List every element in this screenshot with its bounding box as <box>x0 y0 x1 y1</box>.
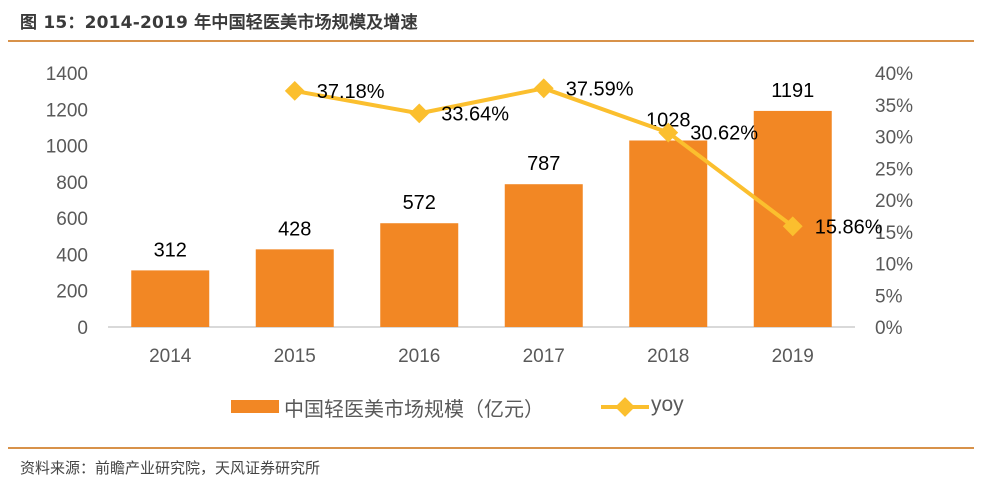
title-divider <box>8 40 974 42</box>
yoy-marker <box>284 81 305 101</box>
bar <box>629 140 708 327</box>
bar <box>131 270 210 327</box>
yoy-data-label: 15.86% <box>815 216 883 238</box>
footer-divider <box>8 447 974 449</box>
yoy-marker <box>409 103 430 124</box>
right-axis-tick-label: 35% <box>875 96 913 117</box>
right-axis-tick-label: 10% <box>875 255 913 276</box>
bar-data-labels: 312 428 572 787 1028 1191 <box>154 80 815 261</box>
bar <box>255 249 334 327</box>
left-axis-tick-label: 400 <box>56 245 88 266</box>
bar-series <box>131 110 832 327</box>
bar-data-label: 312 <box>154 239 187 261</box>
legend-bar-label: 中国轻医美市场规模（亿元） <box>284 397 544 421</box>
right-axis-tick-label: 40% <box>875 64 913 85</box>
left-axis-tick-label: 200 <box>56 282 88 303</box>
left-axis-tick-label: 0 <box>77 318 88 339</box>
x-axis-tick-label: 2018 <box>647 346 689 367</box>
line-data-labels: 37.18% 33.64% 37.59% 30.62% 15.86% <box>317 78 883 238</box>
yoy-data-label: 33.64% <box>441 103 509 125</box>
right-axis-tick-label: 0% <box>875 318 903 339</box>
chart-title: 图 15：2014-2019 年中国轻医美市场规模及增速 <box>20 13 418 33</box>
left-axis-ticks: 0 200 400 600 800 1000 1200 1400 <box>46 64 88 339</box>
bar-data-label: 787 <box>527 153 560 175</box>
left-axis-tick-label: 800 <box>56 173 88 194</box>
x-axis-tick-label: 2019 <box>772 346 814 367</box>
bar <box>380 223 459 327</box>
bar <box>504 184 583 327</box>
left-axis-tick-label: 1200 <box>46 100 88 121</box>
yoy-data-label: 30.62% <box>690 123 758 145</box>
bar-data-label: 428 <box>278 218 311 240</box>
left-axis-tick-label: 600 <box>56 209 88 230</box>
x-axis-tick-label: 2016 <box>398 346 440 367</box>
right-axis-tick-label: 5% <box>875 286 903 307</box>
bar-data-label: 572 <box>403 192 436 214</box>
yoy-data-label: 37.59% <box>566 78 634 100</box>
legend-line-swatch-icon <box>601 397 649 417</box>
left-axis-tick-label: 1400 <box>46 64 88 85</box>
right-axis-tick-label: 25% <box>875 159 913 180</box>
x-axis-tick-label: 2014 <box>149 346 192 367</box>
source-note: 资料来源：前瞻产业研究院，天风证券研究所 <box>20 459 321 477</box>
x-axis-tick-label: 2017 <box>523 346 565 367</box>
right-axis-ticks: 0% 5% 10% 15% 20% 25% 30% 35% 40% <box>875 64 913 339</box>
right-axis-tick-label: 30% <box>875 128 913 149</box>
yoy-data-label: 37.18% <box>317 81 385 103</box>
x-axis-ticks: 2014 2015 2016 2017 2018 2019 <box>149 346 814 367</box>
legend: 中国轻医美市场规模（亿元） yoy <box>0 392 982 422</box>
chart-canvas: 0 200 400 600 800 1000 1200 1400 0% 5% 10% 15% 20% 2… <box>46 64 913 367</box>
legend-line-label: yoy <box>651 393 684 416</box>
bar-data-label: 1191 <box>771 80 814 102</box>
legend-bar-swatch <box>231 400 279 413</box>
x-axis-tick-label: 2015 <box>274 346 316 367</box>
bar-data-label: 1028 <box>646 109 691 131</box>
right-axis-tick-label: 20% <box>875 191 913 212</box>
left-axis-tick-label: 1000 <box>46 137 88 158</box>
yoy-marker <box>533 78 554 99</box>
right-axis-tick-label: 15% <box>875 223 913 244</box>
